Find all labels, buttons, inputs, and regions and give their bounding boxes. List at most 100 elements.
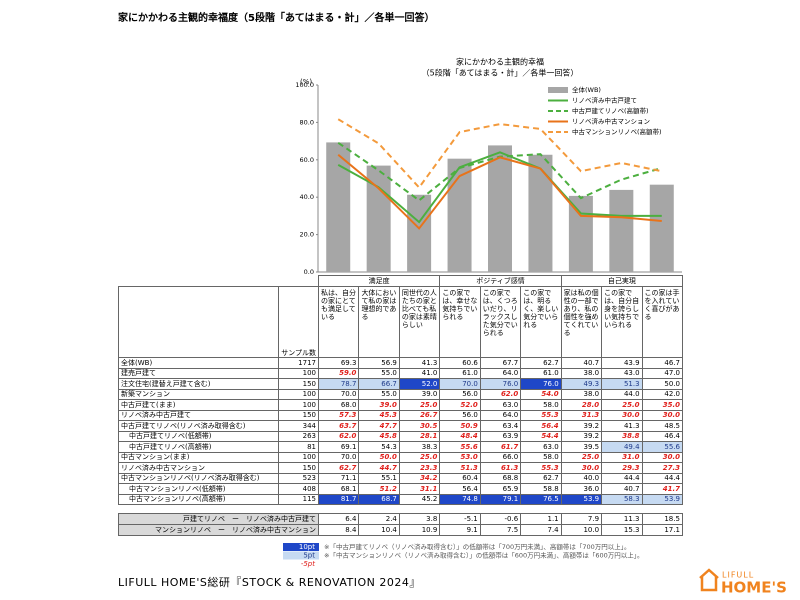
value-cell: 56.0 [439,388,481,400]
key-box [283,543,319,551]
value-cell: 7.5 [479,524,522,536]
line-series [337,153,662,230]
value-cell: 68.1 [317,483,360,495]
blank-cell [118,286,279,358]
value-cell: 38.3 [398,441,441,453]
row-label: 注文住宅(建替え戸建て含む) [118,378,279,390]
value-cell: 31.3 [560,409,603,421]
n-cell: 100 [278,451,319,463]
value-cell: 10.4 [358,524,400,536]
row-label: 中古戸建てリノベ(リノベ済み取得含む) [118,420,279,432]
value-cell: 54.3 [358,441,400,453]
row-label: 中古マンションリノベ(高額帯) [118,493,279,505]
data-row: 中古戸建てリノベ(リノベ済み取得含む) 344 63.7 47.7 30.5 50.9 63… [118,420,683,432]
value-cell: 46.7 [641,357,683,369]
value-cell: 62.7 [520,472,562,484]
value-cell: 50.0 [641,378,683,390]
value-cell: 44.0 [601,388,643,400]
chart-subtitle: （5段階「あてはまる・計」／各単一回答） [422,68,579,78]
n-cell: 150 [278,378,319,390]
value-cell: 54.0 [520,388,562,400]
value-cell: 45.2 [398,493,441,505]
logo-icon [699,568,719,592]
value-cell: 38.8 [601,430,643,442]
bar [609,189,634,272]
value-cell: 62.7 [317,462,360,474]
value-cell: 56.4 [439,483,481,495]
n-cell: 408 [278,483,319,495]
data-row: 注文住宅(建替え戸建て含む) 150 78.7 66.7 52.0 70.0 76.0 76.… [118,378,683,390]
value-cell: 69.3 [317,357,360,369]
column-header: 家は私の個性の一部であり、私の個性を強めてくれている [560,286,603,358]
value-cell: 58.0 [520,399,562,411]
n-cell: 81 [278,441,319,453]
bar [568,195,593,272]
value-cell: 56.4 [520,420,562,432]
value-cell: 30.0 [641,409,683,421]
key-label: 5pt [303,552,315,560]
value-cell: 31.0 [601,451,643,463]
y-tick-label: 20.0 [300,231,314,239]
row-label: 中古マンションリノベ(リノベ済み取得含む) [118,472,279,484]
value-cell: 76.5 [520,493,562,505]
value-cell: 53.9 [560,493,603,505]
value-cell: 46.4 [641,430,683,442]
value-cell: 2.4 [358,513,400,525]
value-cell: 15.3 [601,524,643,536]
value-cell: 50.9 [439,420,481,432]
key-label: -5pt [301,560,315,568]
value-cell: 63.4 [479,420,522,432]
value-cell: 55.1 [358,472,400,484]
value-cell: 63.9 [479,430,522,442]
legend-label: リノベ済み中古マンション [572,117,650,126]
value-cell: 39.0 [398,388,441,400]
value-cell: 41.3 [601,420,643,432]
value-cell: 6.4 [317,513,360,525]
value-cell: 57.3 [317,409,360,421]
value-cell: 68.7 [358,493,400,505]
n-header: サンプル数 [278,286,319,358]
value-cell: 30.0 [641,451,683,463]
value-cell: 56.0 [439,409,481,421]
value-cell: 38.0 [560,388,603,400]
value-cell: 40.7 [601,483,643,495]
value-cell: 47.7 [358,420,400,432]
column-header: この家では、自分自身を誇らしい気持ちでいられる [601,286,643,358]
value-cell: 25.0 [601,399,643,411]
value-cell: 28.0 [560,399,603,411]
value-cell: 81.7 [317,493,360,505]
value-cell: 41.0 [398,367,441,379]
data-row: 中古マンションリノベ(低額帯) 408 68.1 51.2 31.1 56.4 65.9 58… [118,483,683,495]
note: ※「中古戸建てリノベ（リノベ済み取得含む）」の低額帯は「700万円未満」、高額帯… [324,542,631,551]
n-cell: 100 [278,399,319,411]
column-header: この家では、幸せな気持ちでいられる [439,286,481,358]
value-cell: 54.4 [520,430,562,442]
group-header: 自己実現 [560,275,683,287]
value-cell: 61.0 [439,367,481,379]
note: ※「中古マンションリノベ（リノベ済み取得含む）」の低額帯は「600万円未満」、高… [324,551,644,560]
logo-top: LIFULL [722,571,754,580]
row-label: 中古マンション(まま) [118,451,279,463]
key-label: 10pt [299,543,315,551]
diff-label: 戸建てリノベ ー リノベ済み中古戸建て [118,513,319,525]
value-cell: 27.3 [641,462,683,474]
value-cell: -5.1 [439,513,481,525]
value-cell: 41.7 [641,483,683,495]
n-cell: 100 [278,367,319,379]
row-label: 中古戸建てリノベ(低額帯) [118,430,279,442]
value-cell: 44.4 [641,472,683,484]
value-cell: 59.0 [317,367,360,379]
value-cell: 7.9 [560,513,603,525]
column-header-row: サンプル数 私は、自分の家にとても満足している 大体において私の家は理想的である 同世… [118,286,683,358]
data-row: 中古戸建て(まま) 100 68.0 39.0 25.0 52.0 63.0 58.0 28.0… [118,399,683,411]
value-cell: 51.2 [358,483,400,495]
value-cell: 28.1 [398,430,441,442]
value-cell: 55.3 [520,462,562,474]
data-row: 中古戸建てリノベ(低額帯) 263 62.0 45.8 28.1 48.4 63.9 54.4… [118,430,683,442]
n-cell: 150 [278,409,319,421]
value-cell: 39.5 [560,441,603,453]
bar [528,154,553,272]
value-cell: 68.0 [317,399,360,411]
value-cell: 55.6 [439,441,481,453]
line-series [337,151,662,224]
